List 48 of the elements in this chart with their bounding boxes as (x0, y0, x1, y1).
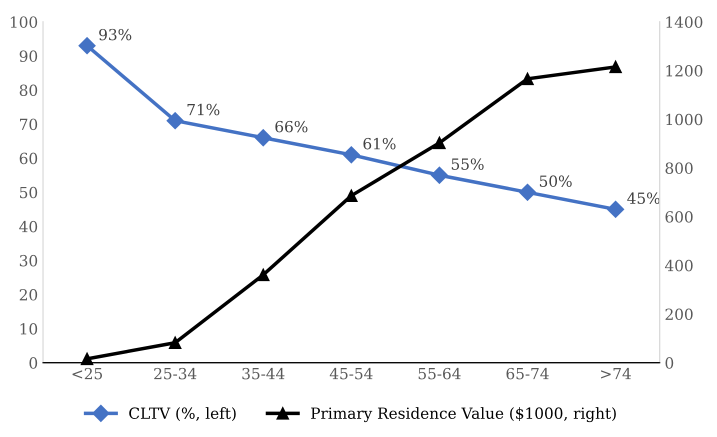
y-tick-label: 70 (20, 118, 38, 130)
y2-tick-label: 1000 (666, 114, 702, 126)
x-tick-label: 25-34 (154, 368, 196, 380)
x-tick-label: 55-64 (418, 368, 461, 380)
x-tick-label: <25 (72, 368, 102, 380)
y2-tick-label: 1400 (666, 16, 702, 28)
point (342, 146, 360, 164)
point (609, 60, 622, 74)
y2-tick-label: 800 (666, 162, 693, 174)
point (168, 336, 182, 349)
y-tick-label: 90 (20, 50, 38, 62)
data-label: 45% (627, 192, 660, 204)
x-tick-label: 35-44 (242, 368, 284, 380)
y-tick-label: 30 (20, 254, 38, 266)
y-tick-label: 20 (20, 289, 38, 301)
y2-tick-label: 0 (666, 357, 674, 369)
data-label: 93% (99, 28, 132, 40)
y-tick-label: 10 (20, 323, 38, 335)
data-label: 71% (188, 104, 220, 116)
x-tick-label: 45-54 (330, 368, 373, 380)
data-label: 61% (363, 138, 396, 150)
y-tick-label: 80 (20, 84, 38, 96)
point (433, 136, 446, 150)
data-label: 66% (275, 120, 308, 132)
point (607, 200, 624, 218)
point (345, 189, 358, 202)
legend-label: CLTV (%, left) (129, 407, 236, 422)
point (521, 72, 534, 86)
data-label: 50% (540, 175, 572, 187)
y-tick-label: 50 (20, 186, 38, 198)
y2-tick-label: 400 (664, 260, 693, 272)
y2-tick-label: 600 (666, 211, 693, 223)
y2-tick-label: 1200 (666, 65, 702, 77)
point (518, 184, 536, 201)
x-tick-label: 65-74 (506, 368, 549, 380)
y-tick-label: 60 (20, 152, 38, 164)
point (78, 37, 96, 54)
point (256, 268, 270, 282)
legend-label: Primary Residence Value ($1000, right) (311, 407, 616, 422)
point (166, 112, 184, 130)
y-tick-label: 100 (10, 16, 38, 28)
x-tick-label: >74 (601, 368, 631, 380)
y-tick-label: 40 (19, 220, 38, 232)
y-tick-label: 0 (29, 357, 38, 369)
data-label: 55% (452, 158, 484, 170)
point (254, 129, 272, 146)
y2-tick-label: 200 (666, 308, 693, 320)
point (430, 166, 448, 184)
